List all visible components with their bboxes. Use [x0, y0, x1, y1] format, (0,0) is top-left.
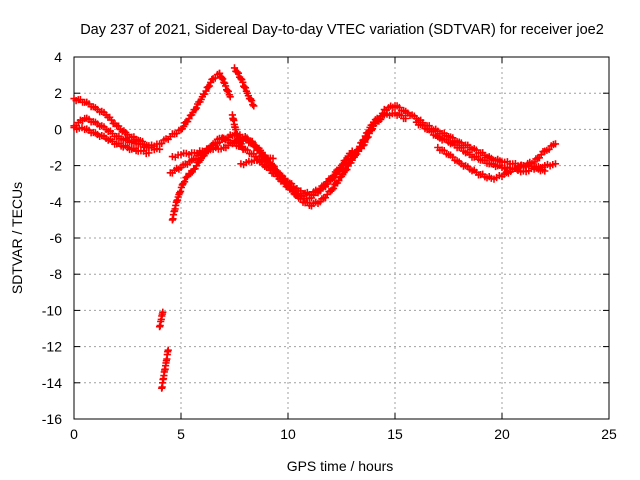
y-axis-label: SDTVAR / TECUs — [9, 182, 25, 294]
y-tick-label: -2 — [50, 158, 63, 174]
data-point-markers — [70, 124, 153, 158]
x-tick-label: 25 — [601, 426, 617, 442]
series-track-4 — [215, 69, 234, 101]
y-tick-label: -8 — [50, 266, 63, 282]
data-point-markers — [237, 154, 277, 169]
data-point-markers — [230, 64, 258, 110]
x-tick-label: 5 — [177, 426, 185, 442]
data-points — [70, 64, 560, 392]
series-track-3 — [70, 124, 153, 158]
ticks: 0 5 10 15 20 25 -16 -14 -12 -10 -8 -6 -4 -2 0 2 4 — [42, 49, 617, 442]
series-track-13 — [434, 143, 549, 183]
y-tick-label: 0 — [54, 121, 62, 137]
y-tick-label: -6 — [50, 230, 63, 246]
x-tick-label: 15 — [387, 426, 403, 442]
series-track-8 — [230, 64, 258, 110]
chart-title: Day 237 of 2021, Sidereal Day-to-day VTE… — [80, 22, 604, 38]
y-tick-label: -10 — [42, 302, 62, 318]
data-point-markers — [70, 69, 224, 150]
data-point-markers — [434, 143, 549, 183]
data-point-markers — [228, 111, 247, 153]
x-axis-label: GPS time / hours — [287, 458, 394, 474]
series-track-11 — [380, 102, 560, 170]
series-track-7 — [168, 134, 356, 199]
series-track-10 — [237, 154, 277, 169]
y-tick-label: -12 — [42, 339, 62, 355]
x-tick-label: 20 — [494, 426, 510, 442]
series-track-9 — [228, 111, 247, 153]
grid — [74, 57, 609, 419]
data-point-markers — [380, 102, 560, 170]
series-track-15 — [158, 346, 172, 392]
y-tick-label: -16 — [42, 411, 62, 427]
y-tick-label: 2 — [54, 85, 62, 101]
series-track-1 — [70, 69, 224, 150]
y-tick-label: 4 — [54, 49, 62, 65]
x-tick-label: 0 — [70, 426, 78, 442]
data-point-markers — [215, 69, 234, 101]
y-tick-label: -4 — [50, 194, 63, 210]
data-point-markers — [168, 134, 356, 199]
y-tick-label: -14 — [42, 375, 62, 391]
series-track-14 — [156, 308, 167, 331]
data-point-markers — [156, 308, 167, 331]
data-point-markers — [158, 346, 172, 392]
x-tick-label: 10 — [280, 426, 296, 442]
